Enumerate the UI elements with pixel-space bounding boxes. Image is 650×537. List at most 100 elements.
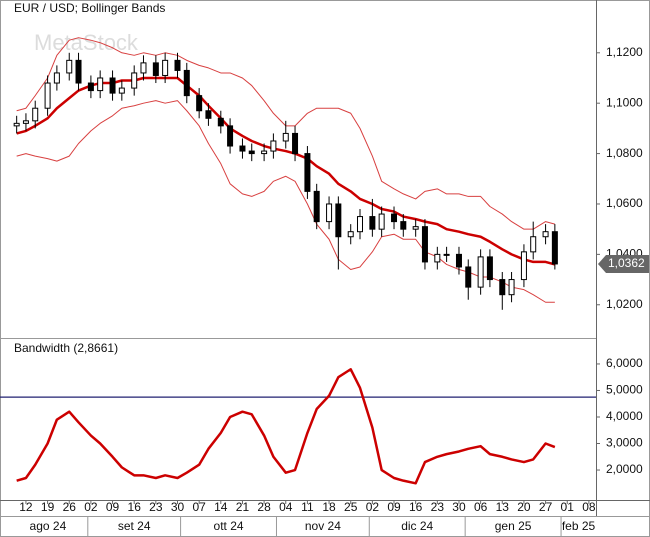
candle-body <box>400 221 407 230</box>
x-tick-label: 04 <box>279 500 293 514</box>
x-tick-label: 21 <box>236 500 250 514</box>
x-tick-label: 20 <box>517 500 531 514</box>
candle-body <box>53 72 60 84</box>
y-tick-label: 5,0000 <box>606 383 643 397</box>
candle-body <box>356 216 363 233</box>
candle-body <box>140 62 147 74</box>
candle-body <box>542 231 549 238</box>
y-tick-label: 1,0800 <box>606 146 643 160</box>
candle-body <box>369 216 376 230</box>
y-tick-label: 4,0000 <box>606 409 643 423</box>
candle-body <box>335 203 342 238</box>
candle-body <box>477 256 484 288</box>
candle-body <box>183 69 190 97</box>
candle-body <box>434 253 441 263</box>
candle-body <box>486 256 493 281</box>
x-tick-label: 30 <box>452 500 466 514</box>
candle-body <box>499 279 506 296</box>
x-tick-label: 09 <box>387 500 401 514</box>
middle-band <box>16 76 556 266</box>
x-tick-label: 27 <box>539 500 553 514</box>
panel-title: Bandwidth (2,8661) <box>14 341 118 355</box>
x-tick-label: 09 <box>106 500 120 514</box>
candle-body <box>421 226 428 263</box>
watermark: MetaStock <box>34 30 139 55</box>
y-tick-label: 1,1000 <box>606 95 643 109</box>
y-tick-label: 1,1200 <box>606 45 643 59</box>
x-tick-label: 30 <box>171 500 185 514</box>
candle-body <box>261 150 268 155</box>
candle-body <box>66 59 73 74</box>
candle-body <box>347 231 354 238</box>
x-tick-label: 18 <box>322 500 336 514</box>
bandwidth-line <box>16 368 556 485</box>
month-label: nov 24 <box>305 519 341 533</box>
candle-body <box>75 59 82 84</box>
x-tick-label: 06 <box>474 500 488 514</box>
x-tick-label: 28 <box>257 500 271 514</box>
x-tick-label: 25 <box>344 500 358 514</box>
chart-title: EUR / USD; Bollinger Bands <box>14 1 165 15</box>
month-label: ott 24 <box>214 519 244 533</box>
candle-body <box>13 122 20 127</box>
y-tick-label: 2,0000 <box>606 462 643 476</box>
month-label: set 24 <box>118 519 151 533</box>
price-tag-label: 1,0362 <box>608 256 645 270</box>
x-tick-label: 13 <box>496 500 510 514</box>
candle-body <box>152 62 159 76</box>
month-label: feb 25 <box>562 519 596 533</box>
candle-body <box>44 82 51 109</box>
price-tag <box>598 254 649 273</box>
x-tick-label: 02 <box>366 500 380 514</box>
candle-body <box>109 77 116 94</box>
candle-body <box>270 140 277 152</box>
candle-body <box>326 203 333 223</box>
candle-body <box>551 231 558 265</box>
candle-body <box>217 117 224 127</box>
candle-body <box>530 236 537 253</box>
x-tick-label: 16 <box>409 500 423 514</box>
month-label: dic 24 <box>401 519 433 533</box>
y-tick-label: 1,0600 <box>606 196 643 210</box>
candle-body <box>87 82 94 92</box>
y-tick-label: 6,0000 <box>606 356 643 370</box>
y-tick-label: 3,0000 <box>606 436 643 450</box>
candle-body <box>205 110 212 119</box>
x-tick-label: 23 <box>149 500 163 514</box>
candle-body <box>391 213 398 223</box>
candle-body <box>292 132 299 155</box>
month-label: gen 25 <box>495 519 532 533</box>
y-tick-label: 1,0200 <box>606 297 643 311</box>
x-tick-label: 14 <box>214 500 228 514</box>
x-tick-label: 19 <box>41 500 55 514</box>
candle-body <box>248 150 255 155</box>
x-tick-label: 23 <box>431 500 445 514</box>
candle-body <box>196 95 203 112</box>
candle-body <box>227 125 234 147</box>
x-tick-label: 08 <box>582 500 596 514</box>
candle-body <box>520 251 527 281</box>
x-tick-label: 26 <box>63 500 77 514</box>
candle-body <box>32 107 39 122</box>
candle-body <box>412 226 419 230</box>
x-tick-label: 16 <box>128 500 142 514</box>
candle-body <box>378 213 385 230</box>
x-tick-label: 12 <box>19 500 33 514</box>
candle-body <box>465 266 472 288</box>
candle-body <box>22 120 29 124</box>
candle-body <box>118 87 125 94</box>
candle-body <box>97 77 104 92</box>
candle-body <box>443 253 450 256</box>
candle-body <box>239 145 246 152</box>
candle-body <box>313 190 320 223</box>
candle-body <box>508 279 515 296</box>
lower-band <box>16 100 555 303</box>
candle-body <box>282 132 289 142</box>
candle-body <box>455 253 462 268</box>
month-label: ago 24 <box>30 519 67 533</box>
x-tick-label: 02 <box>84 500 98 514</box>
x-tick-label: 07 <box>192 500 206 514</box>
x-tick-label: 01 <box>561 500 575 514</box>
candle-body <box>304 153 311 192</box>
